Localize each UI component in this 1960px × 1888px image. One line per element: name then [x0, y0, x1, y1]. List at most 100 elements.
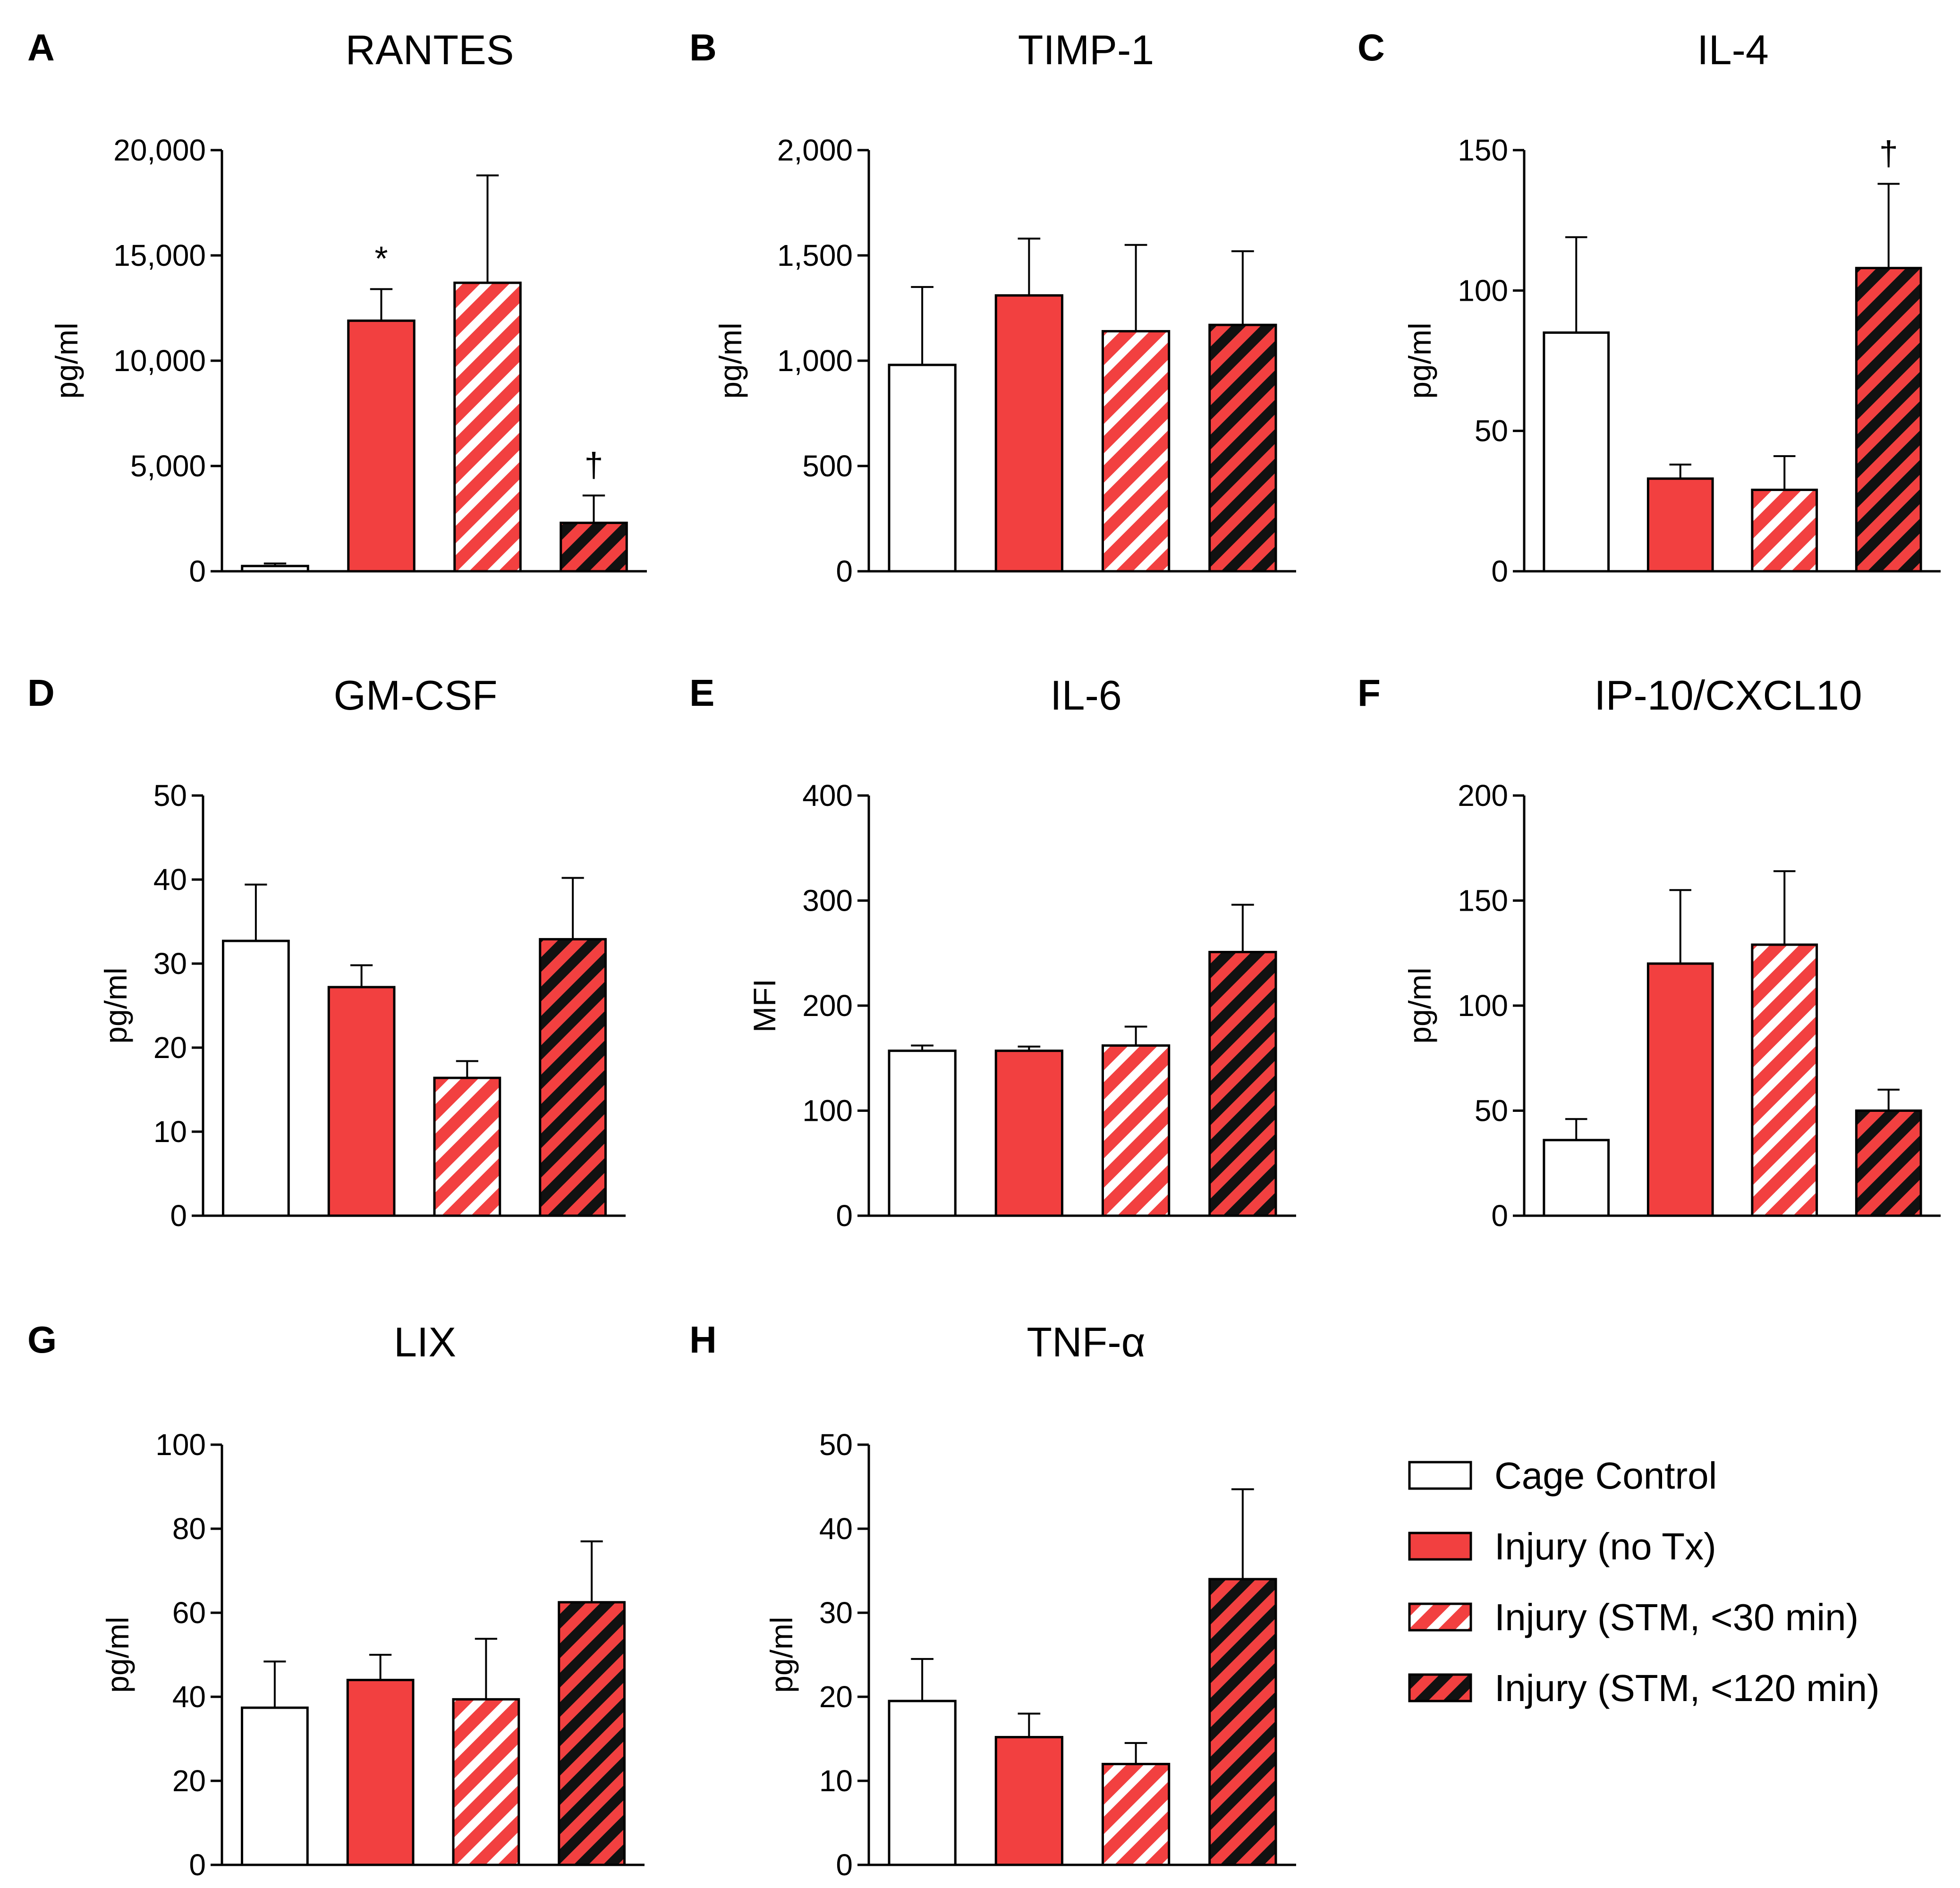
- legend-swatch-stm120: [1408, 1673, 1472, 1702]
- y-axis-label: pg/ml: [100, 1617, 135, 1693]
- y-axis-label: pg/ml: [713, 322, 748, 398]
- bar-b-3: [1101, 330, 1171, 573]
- y-axis-label: pg/ml: [764, 1617, 799, 1693]
- y-tick-label: 20: [819, 1680, 853, 1714]
- chart-panel-b: B TIMP-1 0 500 1,000 1,500 2,000 pg/ml: [689, 26, 1296, 588]
- y-tick-label: 0: [836, 1848, 853, 1882]
- chart-title: TIMP-1: [1018, 26, 1154, 73]
- bar-c-1: [1543, 331, 1610, 573]
- y-tick-label: 400: [802, 779, 853, 813]
- bar-b-2: [994, 294, 1064, 573]
- y-tick-label: 10: [153, 1115, 187, 1149]
- y-tick-label: 0: [1491, 554, 1508, 588]
- y-tick-label: 0: [836, 1199, 853, 1233]
- significance-mark: *: [374, 240, 388, 278]
- legend-label: Cage Control: [1494, 1455, 1717, 1497]
- panel-letter: E: [689, 672, 714, 714]
- bar-c-3: [1751, 489, 1818, 573]
- bar-h-3: [1101, 1762, 1171, 1866]
- y-tick-label: 2,000: [777, 133, 853, 167]
- bar-b-1: [888, 364, 957, 573]
- y-tick-label: 50: [153, 779, 187, 813]
- y-tick-label: 100: [1458, 273, 1508, 307]
- y-axis-label: pg/ml: [49, 322, 84, 398]
- y-tick-label: 150: [1458, 884, 1508, 918]
- bar-f-4: [1855, 1109, 1922, 1217]
- panel-letter: D: [27, 672, 55, 714]
- chart-title: RANTES: [346, 26, 514, 73]
- y-tick-label: 300: [802, 884, 853, 918]
- bar-f-2: [1646, 962, 1714, 1217]
- chart-title: LIX: [394, 1319, 456, 1365]
- bar-g-4: [558, 1601, 626, 1866]
- legend: Cage Control Injury (no Tx) Injury (STM, <…: [1408, 1455, 1880, 1709]
- y-tick-label: 0: [189, 1848, 206, 1882]
- y-tick-label: 50: [819, 1428, 853, 1462]
- bar-e-4: [1208, 951, 1277, 1217]
- bar-d-1: [222, 940, 290, 1217]
- y-tick-label: 50: [1475, 414, 1508, 448]
- y-tick-label: 100: [1458, 989, 1508, 1023]
- significance-mark: †: [1879, 135, 1898, 172]
- bar-f-1: [1543, 1139, 1610, 1217]
- chart-panel-c: C IL-4 0 50 100 150 pg/ml †: [1358, 26, 1941, 588]
- y-tick-label: 150: [1458, 133, 1508, 167]
- y-tick-label: 0: [836, 554, 853, 588]
- chart-title: IL-4: [1697, 26, 1769, 73]
- bar-e-3: [1101, 1044, 1171, 1217]
- legend-swatch-stm30: [1408, 1602, 1472, 1632]
- chart-panel-h: H TNF-α 0 10 20 30 40 50 pg/ml: [689, 1319, 1296, 1882]
- chart-panel-e: E IL-6 0 100 200 300 400 MFI: [689, 672, 1296, 1233]
- y-tick-label: 80: [172, 1512, 206, 1546]
- y-tick-label: 20,000: [113, 133, 206, 167]
- panel-letter: B: [689, 26, 717, 68]
- panel-letter: C: [1358, 26, 1385, 68]
- bar-a-3: [453, 281, 522, 573]
- bar-a-4: [560, 521, 628, 573]
- chart-title: TNF-α: [1027, 1319, 1145, 1365]
- legend-label: Injury (STM, <30 min): [1494, 1596, 1858, 1638]
- y-tick-label: 30: [819, 1596, 853, 1630]
- bar-a-1: [241, 565, 309, 573]
- y-tick-label: 20: [153, 1031, 187, 1065]
- y-tick-label: 0: [1491, 1199, 1508, 1233]
- bar-e-1: [888, 1050, 957, 1217]
- bar-h-1: [888, 1700, 957, 1866]
- panel-letter: F: [1358, 672, 1381, 714]
- legend-swatch-control: [1408, 1461, 1472, 1490]
- bar-h-2: [994, 1736, 1064, 1866]
- chart-panel-g: G LIX 0 20 40 60 80 100 pg/ml: [27, 1319, 645, 1882]
- chart-panel-d: D GM-CSF 0 10 20 30 40 50 pg/ml: [27, 672, 626, 1233]
- significance-mark: †: [584, 446, 603, 484]
- panel-letter: H: [689, 1319, 717, 1361]
- y-tick-label: 60: [172, 1596, 206, 1630]
- bar-d-3: [433, 1076, 501, 1217]
- y-tick-label: 5,000: [130, 449, 206, 483]
- y-tick-label: 1,000: [777, 344, 853, 378]
- y-tick-label: 200: [1458, 779, 1508, 813]
- y-tick-label: 0: [189, 554, 206, 588]
- chart-panel-a: A RANTES 0 5,000 10,000 15,000 20,000 pg/ml * †: [27, 26, 647, 588]
- y-axis-label: MFI: [747, 979, 782, 1033]
- bar-c-2: [1646, 477, 1714, 573]
- y-tick-label: 15,000: [113, 238, 206, 272]
- bar-c-4: [1855, 267, 1922, 573]
- y-tick-label: 10,000: [113, 344, 206, 378]
- chart-title: GM-CSF: [333, 672, 497, 719]
- y-axis-label: pg/ml: [1402, 322, 1437, 398]
- y-tick-label: 40: [172, 1680, 206, 1714]
- legend-label: Injury (no Tx): [1494, 1525, 1716, 1567]
- y-tick-label: 30: [153, 947, 187, 981]
- panel-letter: A: [27, 26, 55, 68]
- legend-label: Injury (STM, <120 min): [1494, 1667, 1880, 1709]
- y-tick-label: 100: [802, 1094, 853, 1128]
- y-tick-label: 40: [153, 863, 187, 897]
- y-tick-label: 1,500: [777, 238, 853, 272]
- y-axis-label: pg/ml: [98, 967, 133, 1043]
- panel-letter: G: [27, 1319, 57, 1361]
- y-tick-label: 50: [1475, 1094, 1508, 1128]
- y-tick-label: 10: [819, 1764, 853, 1798]
- y-tick-label: 40: [819, 1512, 853, 1546]
- y-tick-label: 500: [802, 449, 853, 483]
